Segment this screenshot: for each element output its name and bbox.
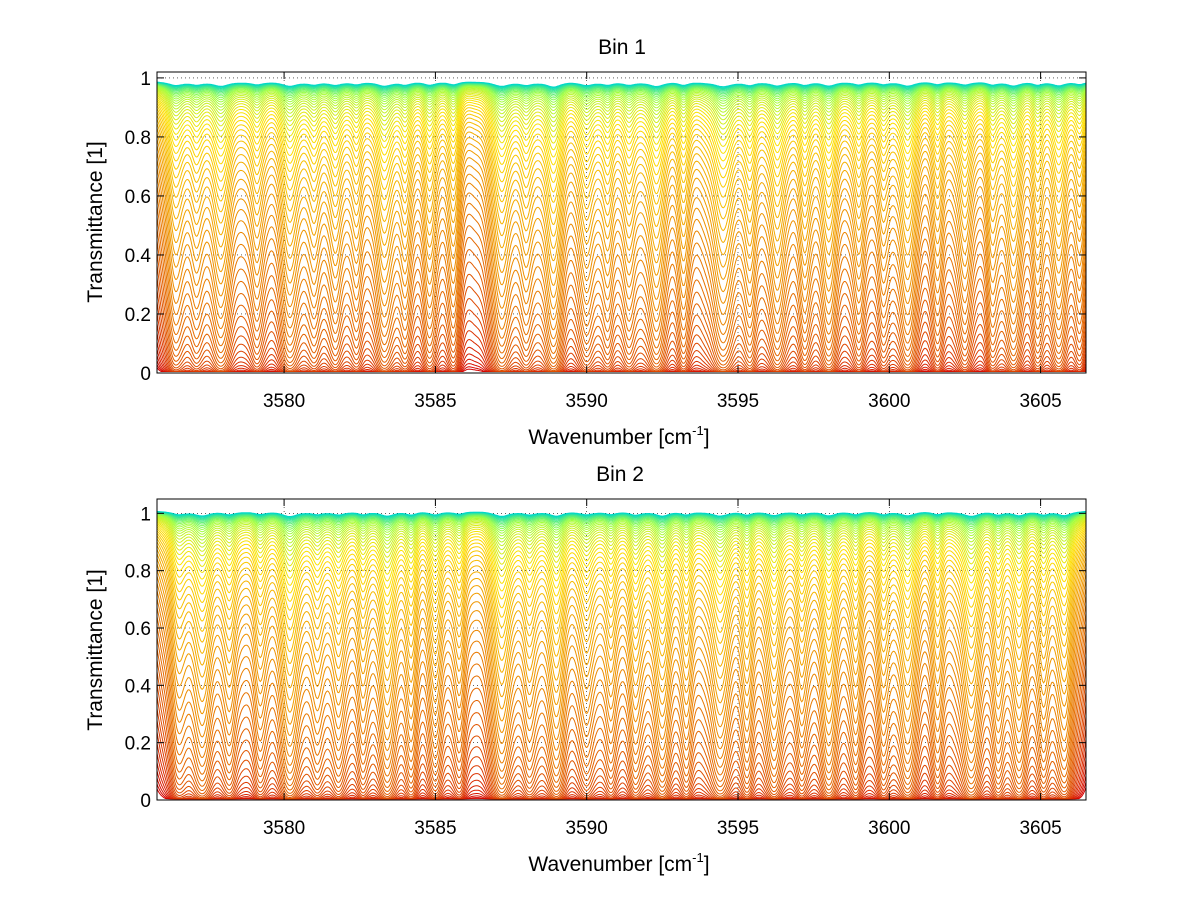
- y-tick-label: 0: [140, 791, 151, 812]
- y-tick-label: 0: [140, 364, 151, 385]
- figure: Bin 1 3580 3585 3590 3595 3600 3605 0 0.2 0.4 0.…: [0, 0, 1200, 901]
- y-tick-label: 1: [140, 69, 151, 90]
- x-axis-label: Wavenumber [cm-1]: [528, 850, 709, 876]
- chart-title: Bin 2: [596, 463, 644, 486]
- chart-bin-2: Bin 2 3580 3585 3590 3595 3600 3605 0 0.2 0.4 0.…: [84, 463, 1086, 876]
- y-tick-label: 1: [140, 504, 151, 525]
- y-axis-label: Transmittance [1]: [84, 141, 107, 302]
- y-tick-label: 0.8: [125, 562, 151, 583]
- x-tick-label: 3595: [717, 391, 759, 412]
- y-tick-label: 0.8: [125, 128, 151, 149]
- y-tick-label: 0.2: [125, 305, 151, 326]
- x-tick-label: 3590: [566, 818, 608, 839]
- x-tick-label: 3590: [566, 391, 608, 412]
- x-tick-label: 3580: [263, 391, 305, 412]
- x-tick-label: 3585: [414, 818, 456, 839]
- x-axis-label: Wavenumber [cm-1]: [528, 423, 709, 449]
- chart-title: Bin 1: [598, 36, 646, 59]
- x-tick-label: 3595: [717, 818, 759, 839]
- y-tick-label: 0.2: [125, 734, 151, 755]
- y-tick-label: 0.6: [125, 619, 151, 640]
- y-axis-label: Transmittance [1]: [84, 569, 107, 730]
- x-tick-label: 3585: [414, 391, 456, 412]
- y-tick-label: 0.4: [125, 246, 152, 267]
- x-tick-label: 3605: [1019, 391, 1061, 412]
- x-tick-label: 3600: [868, 391, 910, 412]
- y-tick-label: 0.4: [125, 676, 152, 697]
- x-tick-label: 3605: [1019, 818, 1061, 839]
- x-tick-label: 3580: [263, 818, 305, 839]
- x-tick-label: 3600: [868, 818, 910, 839]
- chart-bin-1: Bin 1 3580 3585 3590 3595 3600 3605 0 0.2 0.4 0.…: [84, 36, 1086, 449]
- y-tick-label: 0.6: [125, 187, 151, 208]
